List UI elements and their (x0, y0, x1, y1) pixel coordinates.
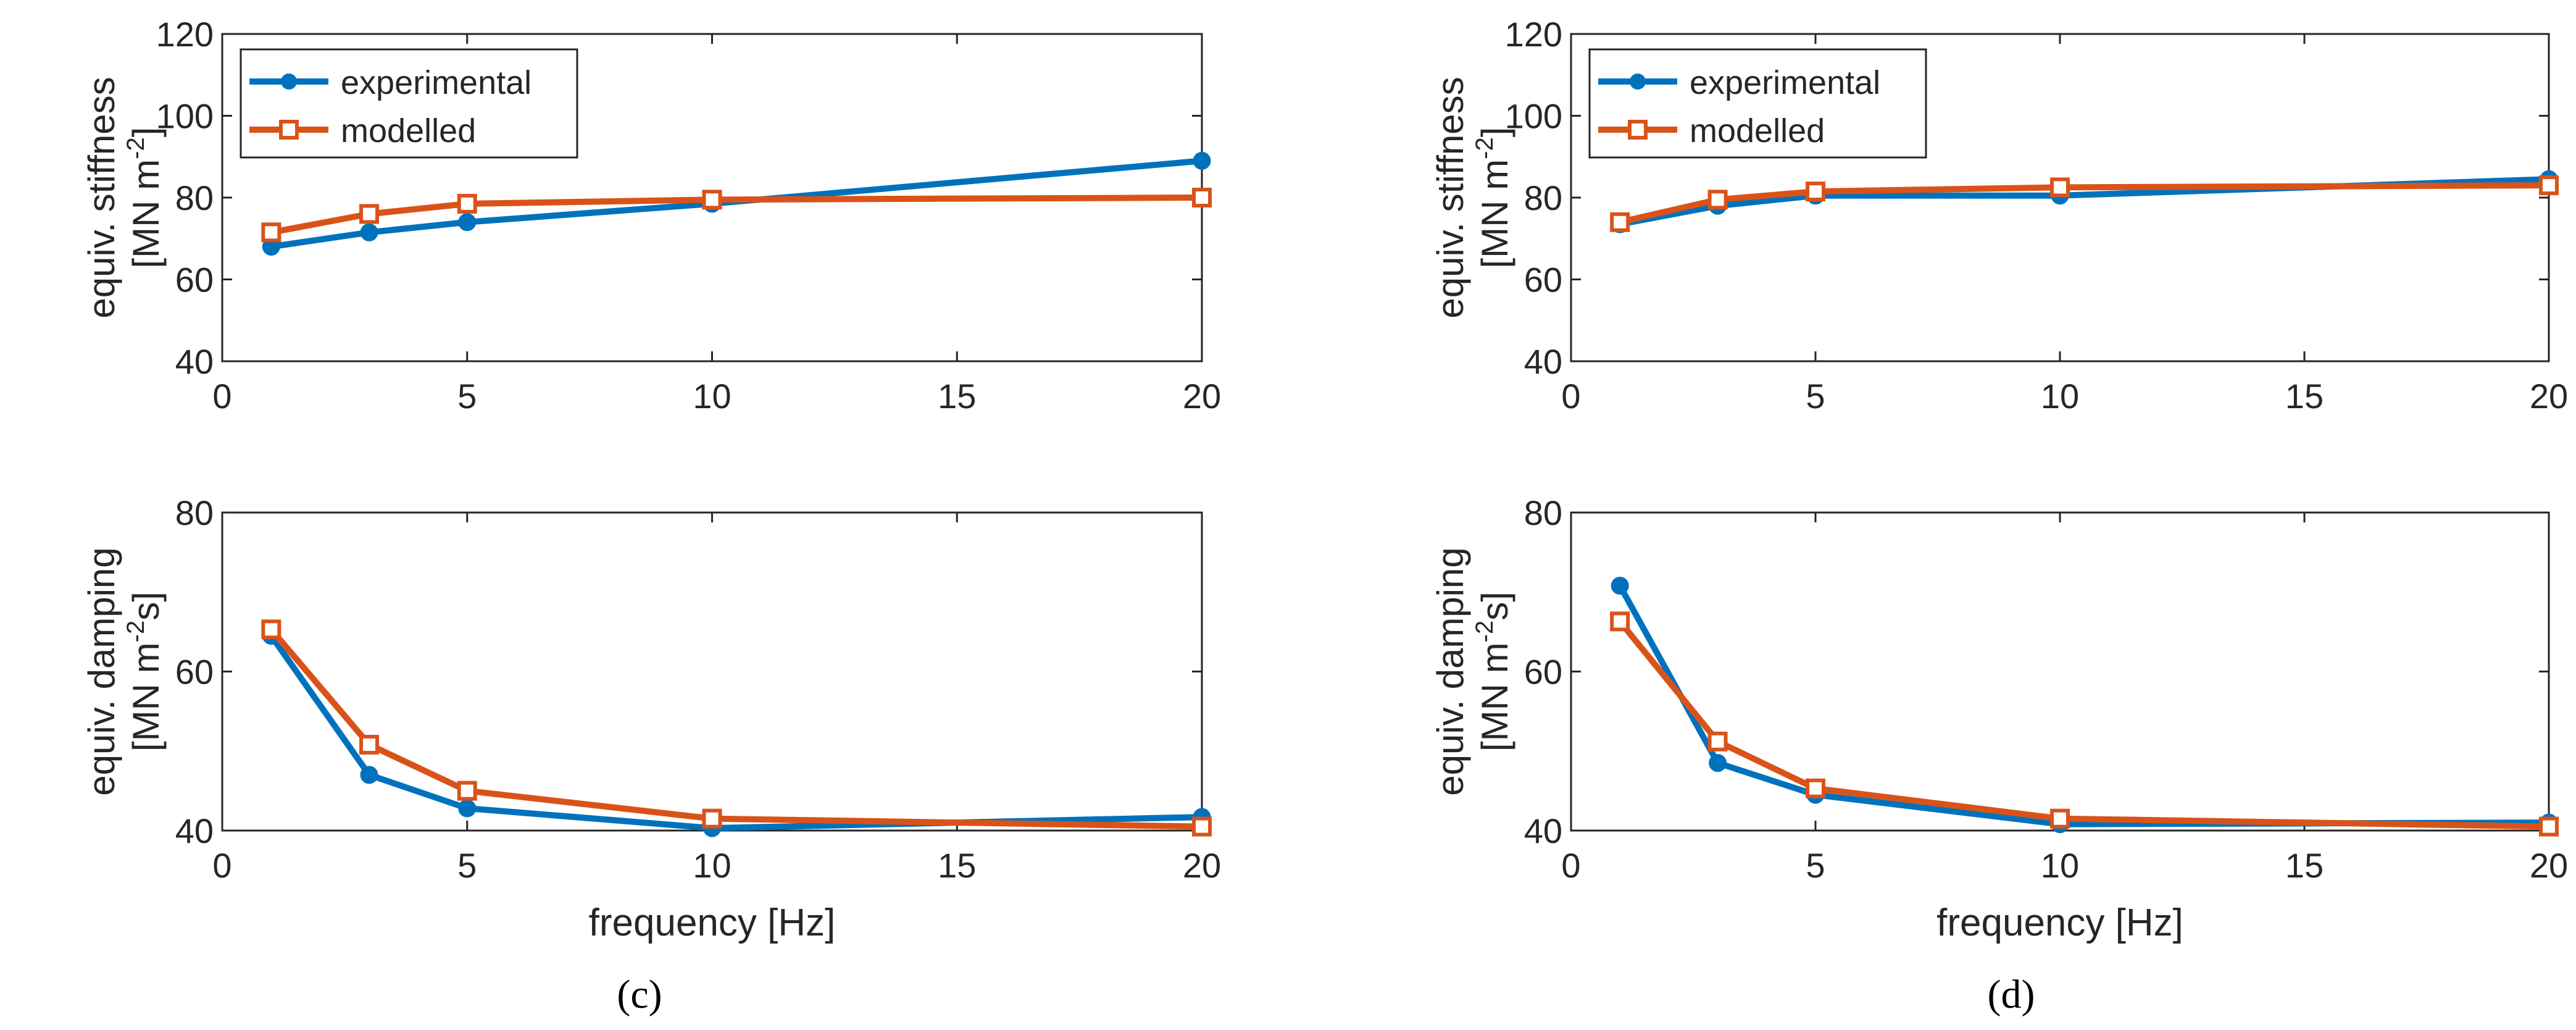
data-point-modelled-c-top (361, 206, 377, 222)
data-point-modelled-d-bottom (1807, 781, 1824, 797)
x-tick-label-d-top: 10 (2041, 377, 2079, 416)
data-point-modelled-d-top (1612, 214, 1628, 230)
panel-label-c: (c) (617, 972, 662, 1017)
y-tick-label-c-bottom: 40 (175, 811, 214, 850)
data-point-modelled-c-bottom (361, 737, 377, 753)
x-tick-label-d-bottom: 5 (1806, 846, 1825, 885)
y-tick-label-c-bottom: 80 (175, 493, 214, 532)
y-tick-label-d-top: 80 (1524, 178, 1562, 217)
data-point-experimental-c-top (361, 224, 377, 240)
y-tick-label-d-top: 120 (1505, 15, 1562, 54)
data-point-modelled-d-top (1807, 183, 1824, 199)
x-axis-label-c-bottom: frequency [Hz] (589, 902, 836, 944)
y-tick-label-c-bottom: 60 (175, 653, 214, 692)
x-tick-label-c-top: 5 (457, 377, 477, 416)
legend-label-experimental-d-top: experimental (1690, 64, 1880, 101)
y-axis-label-c-top: equiv. stiffness[MN m-2] (81, 77, 167, 318)
y-tick-label-c-top: 60 (175, 261, 214, 299)
y-axis-label-c-bottom: equiv. damping[MN m-2s] (81, 547, 167, 795)
x-tick-label-d-bottom: 15 (2285, 846, 2324, 885)
y-tick-label-d-bottom: 60 (1524, 653, 1562, 692)
data-point-modelled-c-bottom (459, 783, 475, 799)
data-point-modelled-d-bottom (2541, 819, 2557, 835)
legend-label-modelled-c-top: modelled (341, 112, 476, 149)
x-tick-label-d-bottom: 10 (2041, 846, 2079, 885)
x-tick-label-d-top: 5 (1806, 377, 1825, 416)
x-tick-label-c-bottom: 20 (1183, 846, 1221, 885)
x-tick-label-d-top: 20 (2530, 377, 2568, 416)
y-tick-label-d-bottom: 40 (1524, 811, 1562, 850)
data-point-experimental-d-bottom (1710, 755, 1726, 771)
legend-label-experimental-c-top: experimental (341, 64, 531, 101)
x-tick-label-c-top: 0 (212, 377, 231, 416)
x-tick-label-d-top: 0 (1561, 377, 1580, 416)
data-point-modelled-d-bottom (1710, 734, 1726, 750)
y-tick-label-c-top: 80 (175, 178, 214, 217)
data-point-modelled-c-bottom (704, 811, 720, 827)
y-axis-label-d-top: equiv. stiffness[MN m-2] (1430, 77, 1515, 318)
x-tick-label-c-bottom: 15 (938, 846, 976, 885)
data-point-modelled-c-bottom (263, 621, 279, 637)
y-tick-label-d-top: 60 (1524, 261, 1562, 299)
x-tick-label-c-top: 20 (1183, 377, 1221, 416)
data-point-modelled-d-top (2052, 179, 2068, 195)
legend-label-modelled-d-top: modelled (1690, 112, 1825, 149)
y-tick-label-c-top: 120 (156, 15, 214, 54)
data-point-modelled-c-top (459, 196, 475, 212)
x-tick-label-c-top: 15 (938, 377, 976, 416)
data-point-experimental-c-bottom (459, 800, 475, 816)
data-point-experimental-c-top (1194, 153, 1210, 169)
x-tick-label-c-bottom: 0 (212, 846, 231, 885)
x-axis-label-d-bottom: frequency [Hz] (1936, 902, 2183, 944)
y-tick-label-d-top: 40 (1524, 342, 1562, 381)
panel-label-d: (d) (1988, 972, 2035, 1017)
data-point-modelled-d-top (1710, 191, 1726, 207)
data-point-modelled-c-top (1194, 190, 1210, 206)
x-tick-label-d-top: 15 (2285, 377, 2324, 416)
data-point-experimental-c-top (459, 214, 475, 230)
x-tick-label-c-top: 10 (693, 377, 731, 416)
legend-marker-modelled-c-top (281, 122, 297, 138)
y-tick-label-d-bottom: 80 (1524, 493, 1562, 532)
x-tick-label-c-bottom: 5 (457, 846, 477, 885)
data-point-modelled-c-top (263, 224, 279, 240)
data-point-experimental-d-bottom (1612, 577, 1628, 593)
y-axis-label-d-bottom: equiv. damping[MN m-2s] (1430, 547, 1515, 795)
plot-area-d-bottom (1571, 513, 2549, 831)
data-point-modelled-d-top (2541, 177, 2557, 193)
x-tick-label-d-bottom: 0 (1561, 846, 1580, 885)
data-point-modelled-c-bottom (1194, 819, 1210, 835)
data-point-modelled-c-top (704, 191, 720, 207)
data-point-modelled-d-bottom (2052, 811, 2068, 827)
x-tick-label-c-bottom: 10 (693, 846, 731, 885)
legend-marker-experimental-d-top (1630, 73, 1646, 90)
legend-marker-modelled-d-top (1630, 122, 1646, 138)
data-point-experimental-c-bottom (361, 767, 377, 783)
y-tick-label-c-top: 40 (175, 342, 214, 381)
x-tick-label-d-bottom: 20 (2530, 846, 2568, 885)
data-point-modelled-d-bottom (1612, 613, 1628, 629)
legend-marker-experimental-c-top (281, 73, 297, 90)
